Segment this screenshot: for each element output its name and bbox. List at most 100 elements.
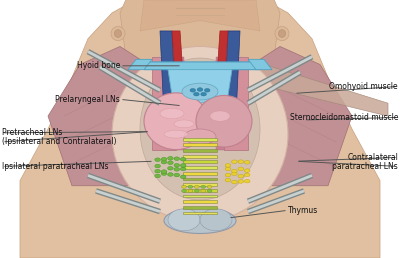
Circle shape (207, 185, 212, 188)
Text: Sternocleidomastoid muscle: Sternocleidomastoid muscle (290, 113, 398, 122)
Polygon shape (120, 0, 280, 72)
Circle shape (161, 172, 167, 175)
Text: Prelaryngeal LNs: Prelaryngeal LNs (55, 95, 120, 104)
Polygon shape (152, 57, 176, 150)
Polygon shape (183, 160, 217, 163)
Ellipse shape (144, 93, 208, 150)
Circle shape (174, 157, 180, 160)
Circle shape (225, 167, 231, 171)
Text: Pretracheal LNs: Pretracheal LNs (2, 128, 62, 137)
Ellipse shape (168, 209, 200, 231)
Circle shape (244, 173, 250, 177)
Circle shape (174, 164, 180, 167)
Text: Hyoid bone: Hyoid bone (77, 61, 120, 70)
Circle shape (194, 189, 199, 192)
Circle shape (225, 173, 231, 177)
Circle shape (174, 173, 180, 177)
Circle shape (161, 157, 167, 161)
Polygon shape (183, 149, 217, 152)
Circle shape (190, 88, 196, 92)
Ellipse shape (114, 30, 122, 37)
Circle shape (180, 157, 186, 161)
Ellipse shape (182, 83, 218, 100)
Circle shape (238, 174, 244, 178)
Polygon shape (248, 59, 272, 70)
Polygon shape (172, 31, 184, 90)
Ellipse shape (200, 209, 232, 231)
Text: paratracheal LNs: paratracheal LNs (332, 162, 398, 171)
Polygon shape (183, 143, 217, 146)
Polygon shape (128, 59, 152, 70)
Circle shape (244, 169, 250, 172)
Polygon shape (224, 57, 248, 150)
Polygon shape (183, 200, 217, 203)
Polygon shape (183, 138, 217, 141)
Circle shape (174, 167, 180, 171)
Polygon shape (183, 206, 217, 209)
Polygon shape (216, 31, 228, 90)
Polygon shape (168, 70, 232, 103)
Polygon shape (183, 212, 217, 214)
Circle shape (238, 180, 244, 183)
Polygon shape (240, 62, 388, 116)
Circle shape (155, 174, 160, 178)
Text: Thymus: Thymus (288, 206, 318, 215)
Circle shape (168, 166, 173, 170)
Circle shape (232, 172, 237, 175)
Circle shape (204, 88, 210, 92)
Ellipse shape (164, 208, 236, 233)
Ellipse shape (140, 58, 260, 200)
Polygon shape (140, 0, 260, 31)
Circle shape (225, 164, 231, 167)
Circle shape (168, 173, 173, 176)
Circle shape (194, 92, 199, 96)
Circle shape (155, 158, 160, 162)
Polygon shape (183, 178, 217, 180)
Circle shape (232, 160, 237, 164)
Circle shape (197, 88, 203, 91)
Ellipse shape (112, 46, 288, 222)
Circle shape (194, 185, 199, 188)
Polygon shape (183, 183, 217, 186)
Circle shape (180, 175, 186, 179)
Ellipse shape (196, 95, 252, 147)
Polygon shape (183, 172, 217, 175)
Circle shape (180, 167, 186, 171)
Ellipse shape (275, 26, 289, 41)
Text: Contralateral: Contralateral (347, 153, 398, 162)
Polygon shape (183, 166, 217, 169)
Circle shape (201, 92, 206, 96)
Circle shape (244, 179, 250, 183)
Text: (Ipsilateral and Contralateral): (Ipsilateral and Contralateral) (2, 138, 116, 146)
Circle shape (182, 189, 186, 192)
Polygon shape (240, 46, 352, 186)
Circle shape (232, 169, 237, 173)
Circle shape (188, 185, 193, 188)
Circle shape (182, 185, 186, 188)
Circle shape (232, 180, 237, 184)
Circle shape (238, 167, 244, 171)
Polygon shape (183, 195, 217, 197)
Ellipse shape (111, 26, 125, 41)
Ellipse shape (184, 129, 216, 144)
Circle shape (238, 160, 244, 164)
Text: Omohyoid muscle: Omohyoid muscle (329, 82, 398, 91)
Circle shape (201, 185, 206, 188)
Ellipse shape (164, 130, 188, 138)
Circle shape (244, 160, 250, 164)
Circle shape (180, 164, 186, 167)
Circle shape (201, 189, 206, 192)
Polygon shape (20, 0, 380, 258)
Ellipse shape (174, 120, 194, 128)
Circle shape (207, 189, 212, 192)
Polygon shape (183, 189, 217, 192)
Circle shape (168, 161, 173, 165)
Polygon shape (160, 31, 176, 116)
Polygon shape (164, 57, 184, 150)
Circle shape (168, 157, 173, 160)
Circle shape (225, 178, 231, 182)
Circle shape (188, 189, 193, 192)
Circle shape (161, 160, 167, 164)
Circle shape (155, 164, 160, 168)
Circle shape (161, 170, 167, 173)
